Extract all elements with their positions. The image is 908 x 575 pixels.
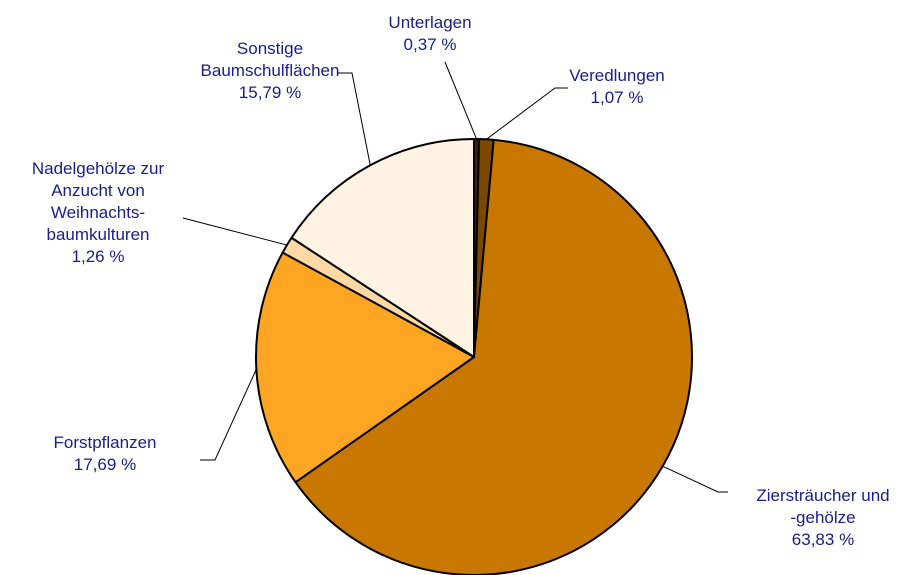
- leader-line: [182, 217, 288, 246]
- leader-line: [444, 61, 477, 140]
- slice-value: 63,83 %: [791, 530, 855, 549]
- slice-value: 15,79 %: [238, 83, 302, 102]
- slice-label: Forstpflanzen: [53, 433, 157, 452]
- leader-line: [662, 465, 728, 493]
- leader-line: [486, 87, 568, 140]
- leader-line: [338, 72, 371, 166]
- slice-label: Unterlagen: [388, 13, 472, 32]
- slice-label: Sonstige Baumschulflächen: [200, 39, 340, 80]
- pie-slice: [290, 138, 475, 358]
- leader-line: [200, 369, 257, 461]
- slice-value: 17,69 %: [73, 455, 137, 474]
- slice-value: 1,07 %: [590, 88, 644, 107]
- slice-value: 0,37 %: [403, 35, 457, 54]
- slice-value: 1,26 %: [71, 247, 125, 266]
- slice-label: Veredlungen: [569, 66, 665, 85]
- slice-label: Nadelgehölze zur Anzucht von Weihnachts-…: [31, 159, 165, 244]
- slice-label: Ziersträucher und -gehölze: [756, 486, 890, 527]
